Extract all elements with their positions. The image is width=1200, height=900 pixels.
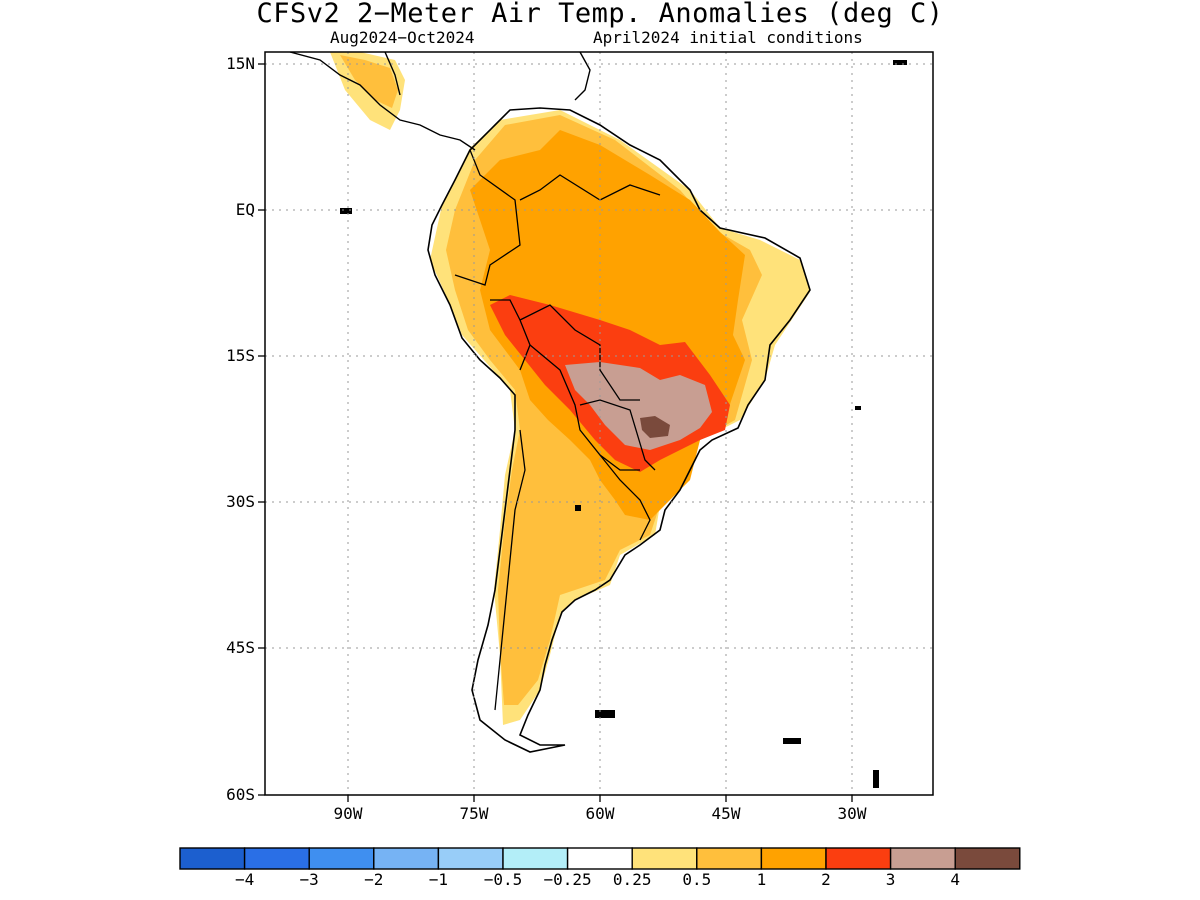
colorbar-swatch	[889, 847, 956, 870]
colorbar-label: −1	[428, 870, 449, 889]
central-america-coastline	[289, 52, 476, 151]
lon-label-45w: 45W	[711, 804, 741, 823]
colorbar-swatch	[437, 847, 504, 870]
colorbar-swatch	[243, 847, 310, 870]
colorbar-swatch	[308, 847, 375, 870]
colorbar-label: 1	[756, 870, 767, 889]
caribbean-coastline	[384, 52, 591, 101]
colorbar-label: −0.5	[483, 870, 523, 889]
south-america-coastline	[427, 107, 811, 753]
colorbar-swatch	[696, 847, 763, 870]
colorbar-label: −2	[364, 870, 384, 889]
forecast-period: Aug2024−Oct2024	[330, 28, 475, 47]
islands	[340, 60, 907, 788]
lat-label-15s: 15S	[226, 346, 255, 365]
lon-label-90w: 90W	[333, 804, 363, 823]
colorbar-label: 0.25	[612, 870, 652, 889]
colorbar-label: −0.25	[543, 870, 592, 889]
lon-label-75w: 75W	[459, 804, 489, 823]
colorbar-label: 3	[885, 870, 896, 889]
colorbar-swatch	[760, 847, 827, 870]
colorbar	[179, 847, 1021, 870]
anomaly-shading-5	[640, 416, 670, 438]
colorbar-label: −4	[234, 870, 255, 889]
map-title: CFSv2 2−Meter Air Temp. Anomalies (deg C…	[256, 0, 944, 29]
colorbar-label: −3	[299, 870, 319, 889]
lon-label-30w: 30W	[837, 804, 867, 823]
lat-label-15n: 15N	[226, 54, 255, 73]
colorbar-label: 0.5	[682, 870, 712, 889]
anomaly-shading-4	[565, 362, 712, 450]
map-content	[265, 52, 933, 795]
initial-conditions: April2024 initial conditions	[593, 28, 863, 47]
colorbar-swatch	[179, 847, 246, 870]
country-borders	[454, 149, 661, 711]
lon-label-60w: 60W	[585, 804, 615, 823]
colorbar-label: 4	[950, 870, 960, 889]
gridlines	[265, 52, 933, 795]
colorbar-swatch	[566, 847, 633, 870]
lat-label-45s: 45S	[226, 638, 255, 657]
colorbar-swatch	[373, 847, 440, 870]
lat-label-30s: 30S	[226, 492, 255, 511]
colorbar-swatch	[825, 847, 892, 870]
colorbar-swatch	[631, 847, 698, 870]
tick-marks	[258, 63, 853, 802]
colorbar-label: 2	[821, 870, 831, 889]
lat-label-60s: 60S	[226, 785, 255, 804]
anomaly-shading-central-america-1	[340, 55, 398, 108]
map-frame	[264, 51, 934, 796]
colorbar-swatch	[954, 847, 1021, 870]
lat-label-eq: EQ	[235, 200, 255, 219]
colorbar-swatch	[502, 847, 569, 870]
